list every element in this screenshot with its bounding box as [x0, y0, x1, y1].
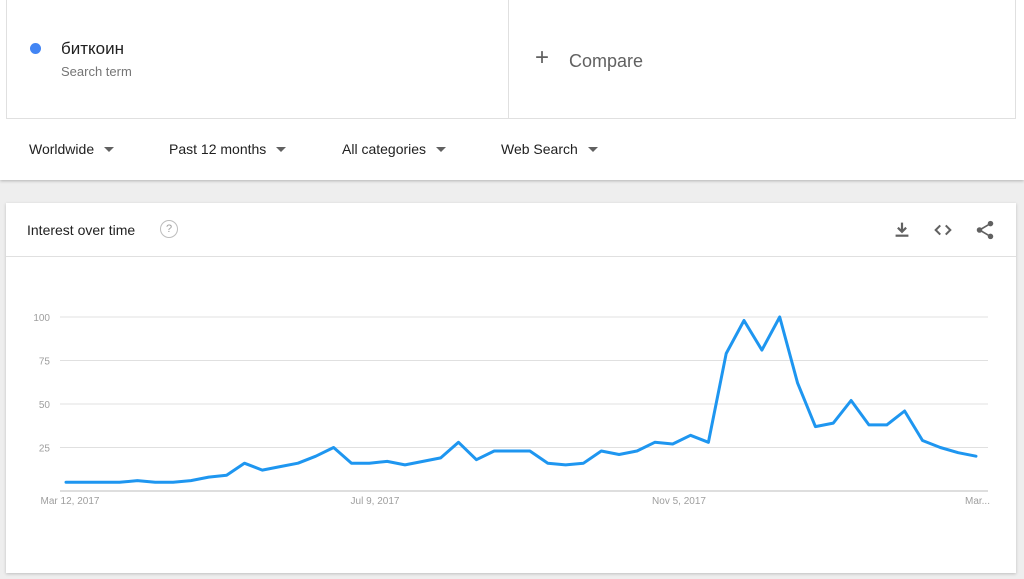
chevron-down-icon: [276, 146, 287, 152]
category-label: All categories: [342, 141, 427, 157]
data-point[interactable]: [829, 419, 837, 427]
category-dropdown[interactable]: All categories: [342, 141, 447, 157]
data-point[interactable]: [383, 457, 391, 465]
series-line[interactable]: [64, 315, 978, 484]
data-point[interactable]: [883, 421, 891, 429]
data-point[interactable]: [722, 350, 730, 358]
data-point[interactable]: [223, 471, 231, 479]
data-point[interactable]: [133, 477, 141, 485]
y-tick-label: 50: [39, 400, 51, 411]
chevron-down-icon: [104, 146, 115, 152]
interest-over-time-card: Interest over time ? 25 50 75 100 Mar 12, 20…: [6, 203, 1016, 573]
explore-header: биткоин Search term + Compare Worldwide …: [0, 0, 1024, 180]
data-point[interactable]: [901, 407, 909, 415]
x-tick-label: Jul 9, 2017: [351, 496, 400, 507]
data-point[interactable]: [597, 447, 605, 455]
data-point[interactable]: [98, 478, 106, 486]
period-dropdown[interactable]: Past 12 months: [169, 141, 287, 157]
data-point[interactable]: [258, 466, 266, 474]
data-point[interactable]: [330, 444, 338, 452]
add-icon: +: [535, 44, 550, 71]
data-point[interactable]: [651, 438, 659, 446]
data-point[interactable]: [294, 459, 302, 467]
card-header: Interest over time ?: [6, 203, 1016, 257]
data-point[interactable]: [794, 379, 802, 387]
data-point[interactable]: [116, 478, 124, 486]
search-term-name[interactable]: биткоин: [61, 39, 124, 58]
data-point[interactable]: [687, 431, 695, 439]
data-point[interactable]: [490, 447, 498, 455]
data-point[interactable]: [936, 444, 944, 452]
search-term-sublabel: Search term: [61, 64, 132, 79]
region-label: Worldwide: [29, 141, 95, 157]
card-title: Interest over time: [27, 222, 136, 238]
x-tick-label: Nov 5, 2017: [652, 496, 706, 507]
data-point[interactable]: [954, 449, 962, 457]
data-point[interactable]: [187, 477, 195, 485]
data-point[interactable]: [365, 459, 373, 467]
data-point[interactable]: [276, 463, 284, 471]
chevron-down-icon: [587, 146, 598, 152]
data-point[interactable]: [669, 440, 677, 448]
data-point[interactable]: [455, 438, 463, 446]
data-point[interactable]: [776, 313, 784, 321]
y-tick-label: 100: [33, 313, 50, 324]
data-point[interactable]: [437, 454, 445, 462]
compare-label: Compare: [569, 51, 644, 71]
data-point[interactable]: [740, 316, 748, 324]
filter-bar: Worldwide Past 12 months All categories …: [0, 120, 1024, 180]
y-tick-label: 25: [39, 444, 51, 455]
compare-button[interactable]: + Compare: [509, 0, 1016, 119]
property-dropdown[interactable]: Web Search: [501, 141, 598, 157]
data-point[interactable]: [562, 461, 570, 469]
data-point[interactable]: [419, 457, 427, 465]
data-point[interactable]: [151, 478, 159, 486]
data-point[interactable]: [472, 456, 480, 464]
help-icon[interactable]: ?: [160, 220, 178, 238]
embed-code-icon[interactable]: [932, 219, 954, 241]
region-dropdown[interactable]: Worldwide: [29, 141, 115, 157]
data-point[interactable]: [347, 459, 355, 467]
data-point[interactable]: [704, 438, 712, 446]
data-point[interactable]: [918, 437, 926, 445]
chevron-down-icon: [436, 146, 447, 152]
interest-chart: 25 50 75 100 Mar 12, 2017 Jul 9, 2017 Nov 5, 2…: [33, 313, 990, 507]
x-tick-label: Mar...: [965, 496, 990, 507]
data-point[interactable]: [972, 452, 980, 460]
data-point[interactable]: [240, 459, 248, 467]
series-color-dot: [30, 43, 41, 54]
data-point[interactable]: [205, 473, 213, 481]
data-point[interactable]: [401, 461, 409, 469]
data-point[interactable]: [615, 450, 623, 458]
data-point[interactable]: [526, 447, 534, 455]
data-point[interactable]: [312, 452, 320, 460]
download-icon[interactable]: [891, 219, 913, 241]
share-icon[interactable]: [974, 219, 996, 241]
period-label: Past 12 months: [169, 141, 267, 157]
data-point[interactable]: [865, 421, 873, 429]
data-point[interactable]: [633, 447, 641, 455]
data-point[interactable]: [758, 346, 766, 354]
search-term-card[interactable]: биткоин Search term: [6, 0, 509, 119]
property-label: Web Search: [501, 141, 578, 157]
data-point[interactable]: [579, 459, 587, 467]
x-tick-label: Mar 12, 2017: [41, 496, 100, 507]
data-point[interactable]: [62, 478, 70, 486]
data-point[interactable]: [508, 447, 516, 455]
y-tick-label: 75: [39, 357, 51, 368]
data-point[interactable]: [544, 459, 552, 467]
data-point[interactable]: [169, 478, 177, 486]
data-point[interactable]: [811, 423, 819, 431]
data-point[interactable]: [80, 478, 88, 486]
data-point[interactable]: [847, 397, 855, 405]
